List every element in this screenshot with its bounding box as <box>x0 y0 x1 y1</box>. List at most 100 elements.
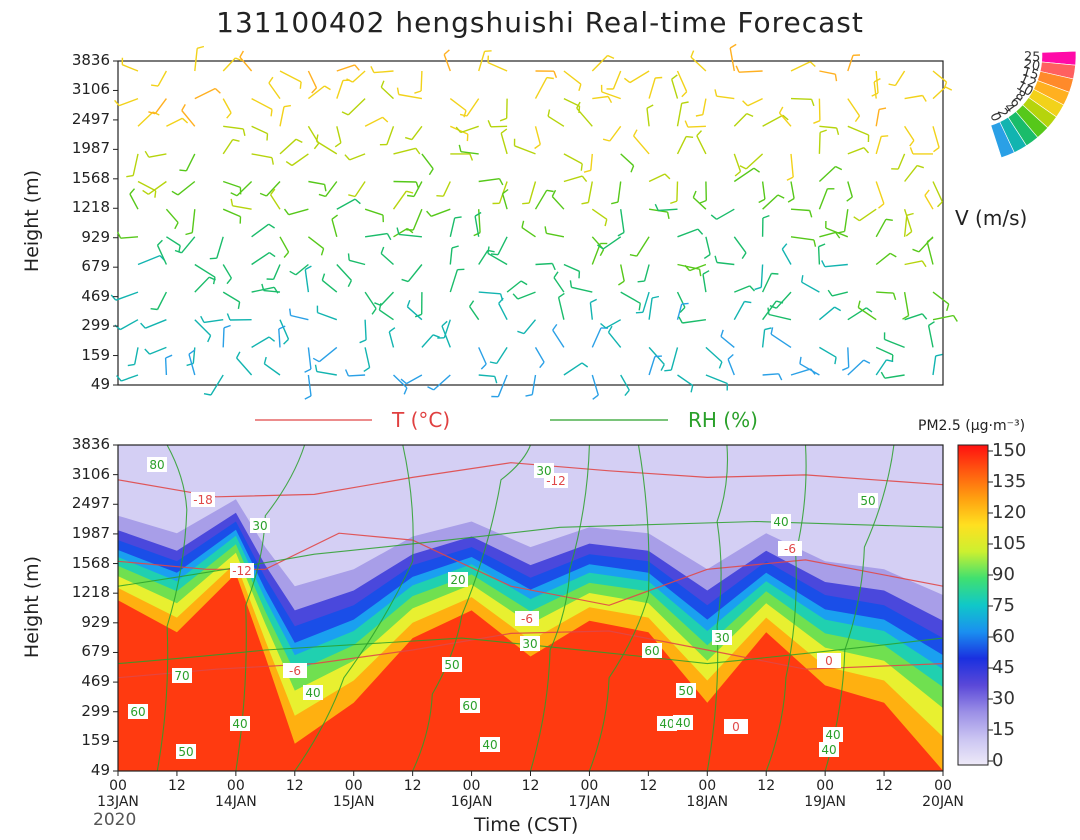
wind-barb-flag <box>459 113 468 117</box>
wind-barb-shaft <box>506 280 522 293</box>
wind-barb-shaft <box>531 374 537 395</box>
wind-barb-flag <box>651 295 660 299</box>
y-tick-label: 159 <box>81 731 110 750</box>
rh-contour-label: 30 <box>520 636 540 651</box>
wind-barb-shaft <box>188 354 196 376</box>
wind-barb <box>690 50 707 72</box>
t-label-bg <box>724 719 748 734</box>
wind-barb-flag <box>799 356 802 364</box>
wind-barb <box>813 98 821 124</box>
x-tick-date: 14JAN <box>214 794 257 810</box>
wind-barb <box>762 114 789 127</box>
wind-barb-flag <box>341 111 349 116</box>
wind-barb <box>239 50 253 72</box>
rh-label-text: 50 <box>178 745 193 759</box>
wind-barb-shaft <box>601 91 621 100</box>
wind-barb-flag <box>684 264 691 272</box>
wind-barb <box>563 153 583 171</box>
wind-barb-shaft <box>817 246 821 265</box>
wind-barb-shaft <box>738 70 763 73</box>
wind-barb-shaft <box>897 153 906 170</box>
wind-barb-shaft <box>181 236 196 254</box>
wind-barb-flag <box>853 216 860 222</box>
wind-barb-shaft <box>349 153 366 161</box>
wind-barb-flag <box>174 249 182 254</box>
wind-barb <box>278 325 286 348</box>
rh-contour-label: 80 <box>147 457 167 472</box>
wind-barb-shaft <box>733 301 746 321</box>
wind-barb <box>891 153 906 170</box>
wind-barb-shaft <box>687 125 706 128</box>
wind-barb-shaft <box>801 281 820 293</box>
wind-barb <box>406 300 423 321</box>
wind-barb-shaft <box>642 291 650 313</box>
wind-barb-shaft <box>251 125 268 135</box>
wind-barb-shaft <box>120 374 139 382</box>
wind-barb <box>222 291 241 310</box>
wind-barb-shaft <box>222 98 232 114</box>
wind-barb <box>222 138 240 155</box>
wind-barb <box>522 181 537 205</box>
wind-barb-flag <box>127 363 135 367</box>
wind-barb-shaft <box>727 358 735 376</box>
wind-barb-shaft <box>733 236 747 254</box>
wind-barb-flag <box>428 168 434 176</box>
wind-barb-flag <box>315 134 319 142</box>
wind-barb-flag <box>933 147 940 153</box>
rh-label-text: 40 <box>773 515 788 529</box>
wind-barb-flag <box>654 203 659 211</box>
wind-barb-flag <box>857 300 861 308</box>
wind-barb <box>304 374 312 400</box>
wind-barb <box>932 181 944 208</box>
wind-barb-shaft <box>592 95 609 100</box>
wind-barb-shaft <box>790 368 812 376</box>
rh-legend-label: RH (%) <box>688 408 758 432</box>
wind-barb <box>194 87 221 100</box>
rh-contour-line <box>235 444 306 772</box>
wind-barb-flag <box>323 184 327 192</box>
wind-barb-shaft <box>449 269 459 293</box>
wind-barb-shaft <box>487 252 508 266</box>
wind-barb-shaft <box>847 359 865 376</box>
wind-barb-shaft <box>364 291 377 309</box>
rh-contour-line <box>156 444 188 772</box>
wind-barb-flag <box>239 50 245 58</box>
wind-barb <box>591 242 608 265</box>
wind-barb-flag <box>268 76 274 84</box>
wind-barb-flag <box>909 147 914 155</box>
wind-barb <box>336 264 353 288</box>
wind-barb <box>818 129 827 154</box>
wind-barb <box>821 260 848 268</box>
wind-barb-shaft <box>847 347 850 368</box>
rh-contour-label: 40 <box>823 727 843 742</box>
wind-barb-flag <box>703 253 711 259</box>
wind-barb-flag <box>630 165 635 173</box>
wind-barb <box>754 264 764 291</box>
wind-barb-flag <box>150 308 158 311</box>
wind-barb-shaft <box>119 319 139 331</box>
wind-barb-shaft <box>251 252 270 266</box>
rh-label-text: 70 <box>174 669 189 683</box>
wind-barb-flag <box>407 194 415 198</box>
wind-barb <box>347 253 366 266</box>
rh-label-bg <box>673 715 693 730</box>
wind-barb-shaft <box>875 136 882 155</box>
rh-contour-label: 50 <box>858 493 878 508</box>
wind-barb <box>904 125 915 147</box>
wind-barb-shaft <box>768 313 792 321</box>
wind-barb-flag <box>469 300 475 307</box>
wind-barb-shaft <box>847 125 869 136</box>
wind-barb-shaft <box>156 244 168 265</box>
wind-barb-shaft <box>364 347 371 368</box>
wind-barb-flag <box>607 54 615 60</box>
wind-barb <box>569 280 593 293</box>
wind-barb-flag <box>197 45 205 49</box>
wind-barb-flag <box>232 138 240 142</box>
wind-barb <box>733 300 752 321</box>
wind-barb-shaft <box>875 252 891 266</box>
wind-barb-flag <box>443 49 450 56</box>
wind-barb <box>733 167 761 183</box>
wind-barb-shaft <box>120 236 139 239</box>
y-tick-label: 3836 <box>71 435 110 453</box>
wind-barb <box>171 180 196 196</box>
